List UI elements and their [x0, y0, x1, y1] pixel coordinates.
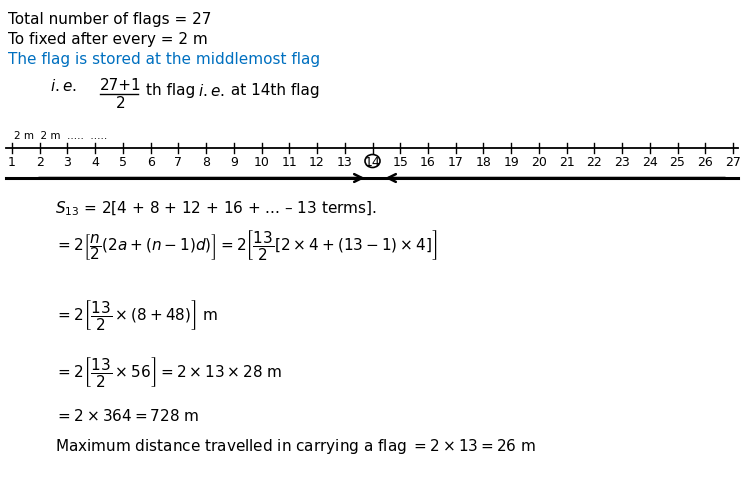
Text: Maximum distance travelled in carrying a flag $= 2 \times 13 = 26$ m: Maximum distance travelled in carrying a… — [55, 437, 536, 456]
Text: Total number of flags = 27: Total number of flags = 27 — [8, 12, 211, 27]
Text: 2: 2 — [36, 156, 44, 169]
Text: 24: 24 — [642, 156, 658, 169]
Text: $= 2\left[\dfrac{n}{2}(2a+(n-1)d)\right] = 2\left[\dfrac{13}{2}[2\times4+(13-1)\: $= 2\left[\dfrac{n}{2}(2a+(n-1)d)\right]… — [55, 228, 437, 262]
Text: 25: 25 — [670, 156, 685, 169]
Text: 23: 23 — [615, 156, 630, 169]
Text: The flag is stored at the middlemost flag: The flag is stored at the middlemost fla… — [8, 52, 320, 67]
Text: 17: 17 — [448, 156, 464, 169]
Text: 20: 20 — [531, 156, 547, 169]
Text: $i.e.$: $i.e.$ — [50, 78, 77, 94]
Text: $= 2\left[\dfrac{13}{2}\times56\right] = 2 \times 13 \times 28$ m: $= 2\left[\dfrac{13}{2}\times56\right] =… — [55, 355, 283, 389]
Text: $= 2 \times 364 = 728$ m: $= 2 \times 364 = 728$ m — [55, 408, 199, 424]
Text: 19: 19 — [503, 156, 519, 169]
Text: 21: 21 — [559, 156, 574, 169]
Text: 2 m  2 m  .....  .....: 2 m 2 m ..... ..... — [14, 131, 107, 141]
Text: 15: 15 — [392, 156, 408, 169]
Text: 4: 4 — [92, 156, 99, 169]
Text: 27: 27 — [725, 156, 741, 169]
Text: 7: 7 — [174, 156, 182, 169]
Text: 1: 1 — [8, 156, 16, 169]
Text: 8: 8 — [202, 156, 210, 169]
Text: 26: 26 — [697, 156, 713, 169]
Text: 13: 13 — [337, 156, 353, 169]
Text: 22: 22 — [586, 156, 602, 169]
Text: $= 2\left[\dfrac{13}{2}\times(8+48)\right]$ m: $= 2\left[\dfrac{13}{2}\times(8+48)\righ… — [55, 298, 218, 332]
Text: 18: 18 — [475, 156, 491, 169]
Text: 16: 16 — [420, 156, 436, 169]
Text: at 14th flag: at 14th flag — [226, 83, 320, 98]
Text: 11: 11 — [281, 156, 297, 169]
Text: $S_{13}$ = 2[4 + 8 + 12 + 16 + ... – 13 terms].: $S_{13}$ = 2[4 + 8 + 12 + 16 + ... – 13 … — [55, 200, 376, 218]
Text: $i.e.$: $i.e.$ — [198, 83, 225, 99]
Text: 27+1: 27+1 — [100, 78, 141, 93]
Text: 14: 14 — [365, 156, 380, 169]
Text: 10: 10 — [254, 156, 269, 169]
Text: 2: 2 — [116, 96, 126, 111]
Text: To fixed after every = 2 m: To fixed after every = 2 m — [8, 32, 208, 47]
Text: 3: 3 — [63, 156, 71, 169]
Text: 9: 9 — [230, 156, 238, 169]
Text: 6: 6 — [147, 156, 155, 169]
Text: 12: 12 — [310, 156, 325, 169]
Text: th flag: th flag — [146, 83, 200, 98]
Text: 5: 5 — [119, 156, 127, 169]
